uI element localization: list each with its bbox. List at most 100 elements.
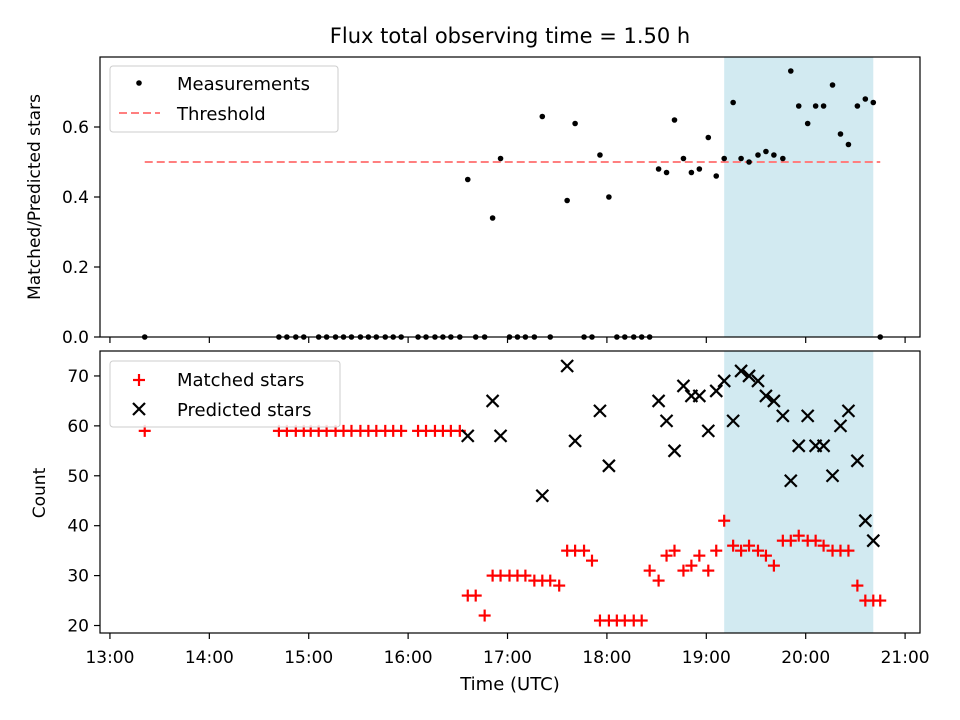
predicted-stars-points bbox=[460, 359, 881, 548]
matched-star-point bbox=[685, 559, 698, 572]
matched-star-point bbox=[702, 564, 715, 577]
measurement-point bbox=[597, 152, 603, 158]
measurement-point bbox=[820, 103, 827, 109]
measurement-point bbox=[671, 117, 678, 123]
matched-star-point bbox=[635, 614, 648, 627]
predicted-star-point bbox=[667, 444, 682, 458]
measurement-point bbox=[870, 99, 877, 106]
predicted-star-point bbox=[866, 533, 881, 548]
bottom-x-tick-label: 16:00 bbox=[384, 648, 433, 668]
x-axis-label: Time (UTC) bbox=[459, 674, 560, 695]
matched-star-point bbox=[735, 544, 748, 557]
top-y-axis-label: Matched/Predicted stars bbox=[25, 94, 45, 300]
predicted-star-point bbox=[726, 414, 740, 428]
matched-star-point bbox=[578, 544, 591, 557]
matched-star-point bbox=[851, 579, 864, 592]
bottom-x-ticks: 13:00 14:00 15:00 16:00 17:00 18:00 19:00 20:00… bbox=[85, 633, 930, 668]
predicted-star-point bbox=[676, 379, 691, 393]
legend-label-threshold: Threshold bbox=[176, 104, 266, 125]
bottom-plot-frame bbox=[99, 350, 921, 634]
measurement-point bbox=[497, 155, 504, 162]
predicted-star-point bbox=[568, 434, 582, 448]
bottom-x-tick-label: 13:00 bbox=[85, 648, 134, 668]
predicted-star-point bbox=[850, 454, 865, 468]
matched-star-point bbox=[874, 594, 887, 607]
measurement-point bbox=[705, 134, 712, 141]
measurement-point bbox=[804, 120, 811, 127]
legend-marker-measurements bbox=[136, 80, 142, 86]
measurement-point bbox=[755, 152, 761, 158]
legend-marker-predicted bbox=[132, 402, 146, 416]
predicted-star-point bbox=[751, 374, 765, 388]
measurement-point bbox=[771, 152, 777, 158]
bottom-y-tick-label: 30 bbox=[67, 567, 89, 587]
predicted-star-point bbox=[593, 404, 607, 418]
measurement-point bbox=[845, 141, 852, 148]
bottom-legend: Matched stars Predicted stars bbox=[109, 360, 341, 428]
matched-star-point bbox=[710, 544, 723, 557]
predicted-star-point bbox=[535, 488, 550, 503]
measurement-point bbox=[780, 155, 786, 162]
measurement-point bbox=[746, 159, 752, 165]
matched-star-point bbox=[817, 539, 830, 552]
measurement-point bbox=[564, 197, 570, 204]
predicted-star-point bbox=[701, 424, 716, 438]
predicted-star-point bbox=[841, 404, 856, 418]
matched-star-point bbox=[395, 424, 408, 437]
top-legend: Measurements Threshold bbox=[109, 65, 339, 133]
predicted-star-point bbox=[767, 394, 781, 408]
matched-star-point bbox=[743, 539, 756, 552]
predicted-star-point bbox=[833, 419, 848, 433]
bottom-x-tick-label: 19:00 bbox=[682, 648, 731, 668]
matched-star-point bbox=[544, 574, 557, 587]
bottom-x-tick-label: 21:00 bbox=[881, 648, 930, 668]
predicted-star-point bbox=[709, 384, 724, 398]
bottom-legend-box bbox=[109, 360, 341, 428]
matched-star-point bbox=[767, 559, 780, 572]
measurement-point bbox=[663, 169, 670, 176]
predicted-star-point bbox=[816, 439, 831, 453]
measurement-point bbox=[738, 155, 744, 162]
top-y-tick-label: 0.2 bbox=[62, 258, 89, 278]
matched-star-point bbox=[784, 534, 797, 547]
measurement-point bbox=[730, 99, 736, 106]
bottom-x-tick-label: 20:00 bbox=[781, 648, 830, 668]
matched-star-point bbox=[586, 554, 598, 567]
matched-stars-points bbox=[138, 424, 887, 627]
predicted-star-point bbox=[560, 359, 574, 373]
predicted-star-point bbox=[493, 429, 508, 443]
measurement-point bbox=[606, 194, 612, 200]
top-y-ticks: 0.0 0.2 0.4 0.6 bbox=[62, 118, 100, 348]
measurement-point bbox=[763, 148, 769, 155]
matched-star-point bbox=[759, 549, 772, 562]
bottom-y-tick-label: 70 bbox=[67, 367, 89, 387]
predicted-star-point bbox=[784, 473, 798, 488]
bottom-y-tick-label: 20 bbox=[67, 617, 89, 637]
predicted-star-point bbox=[791, 439, 806, 453]
matched-star-point bbox=[677, 564, 690, 577]
measurement-point bbox=[696, 166, 703, 172]
top-y-tick-label: 0.6 bbox=[62, 118, 89, 138]
bottom-x-tick-label: 15:00 bbox=[284, 648, 333, 668]
top-legend-box bbox=[109, 65, 339, 133]
measurement-point bbox=[464, 176, 471, 183]
top-chart-title: Flux total observing time = 1.50 h bbox=[330, 24, 690, 48]
measurement-point bbox=[539, 113, 546, 120]
measurement-point bbox=[688, 169, 695, 176]
bottom-y-tick-label: 60 bbox=[67, 417, 89, 437]
matched-star-point bbox=[842, 544, 855, 557]
bottom-y-ticks: 20 30 40 50 60 70 bbox=[67, 367, 100, 637]
legend-marker-matched bbox=[133, 374, 145, 386]
measurement-point bbox=[862, 96, 869, 102]
bottom-x-tick-label: 14:00 bbox=[185, 648, 234, 668]
legend-label-matched: Matched stars bbox=[177, 370, 304, 391]
predicted-star-point bbox=[742, 369, 756, 383]
bottom-panel: 20 30 40 50 60 70 13:00 14:00 15:00 16:00 17:00 18… bbox=[30, 350, 930, 695]
matched-star-point bbox=[652, 574, 665, 587]
matched-star-point bbox=[469, 589, 482, 602]
predicted-star-point bbox=[858, 513, 873, 528]
bottom-y-tick-label: 40 bbox=[67, 517, 89, 537]
matched-star-point bbox=[519, 569, 532, 582]
matched-star-point bbox=[660, 549, 673, 562]
